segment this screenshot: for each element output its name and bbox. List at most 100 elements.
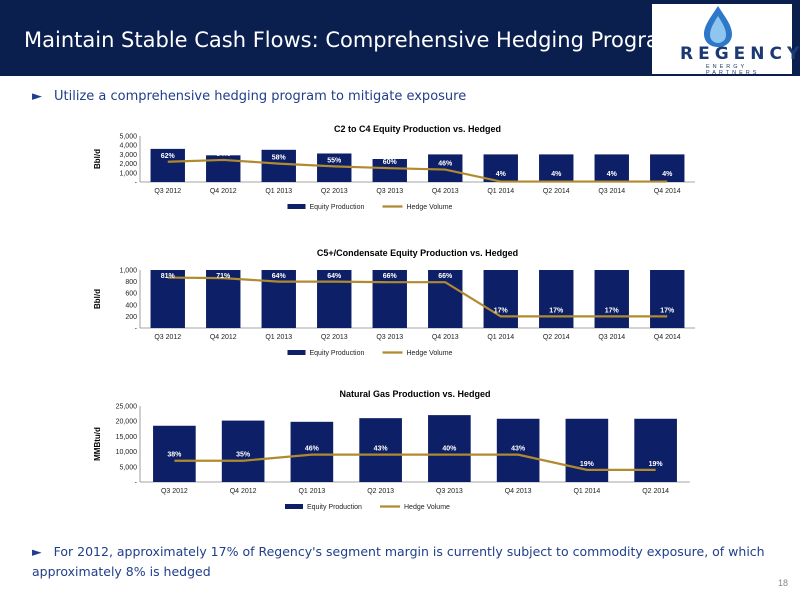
equity-production-bar (150, 148, 185, 182)
data-label: 4% (496, 171, 507, 178)
equity-production-bar (372, 159, 407, 182)
y-tick-label: 4,000 (119, 143, 137, 150)
x-tick-label: Q2 2014 (543, 334, 570, 341)
data-label: 43% (511, 446, 526, 453)
equity-production-bar (428, 270, 463, 328)
x-tick-label: Q2 2014 (642, 488, 669, 495)
legend-swatch-equity (287, 350, 306, 355)
bullet-2: ► For 2012, approximately 17% of Regency'… (32, 542, 772, 582)
x-tick-label: Q2 2013 (321, 188, 348, 195)
legend-label-equity: Equity Production (310, 204, 365, 211)
data-label: 55% (327, 157, 342, 164)
y-axis-label: MMBtu/d (93, 427, 102, 461)
y-axis-label: Bbl/d (93, 289, 102, 309)
page-number: 18 (777, 578, 788, 588)
x-tick-label: Q4 2013 (505, 488, 532, 495)
header-bar: Maintain Stable Cash Flows: Comprehensiv… (0, 0, 800, 76)
x-tick-label: Q3 2012 (154, 188, 181, 195)
equity-production-bar (594, 270, 629, 328)
data-label: 46% (438, 161, 453, 168)
y-tick-label: 3,000 (119, 152, 137, 159)
data-label: 46% (305, 446, 320, 453)
legend-label-hedge: Hedge Volume (407, 350, 453, 357)
bullet-1-text: Utilize a comprehensive hedging program … (54, 89, 467, 104)
x-tick-label: Q3 2012 (154, 334, 181, 341)
hedge-volume-line (167, 158, 668, 183)
x-tick-label: Q3 2014 (598, 334, 625, 341)
x-tick-label: Q2 2014 (543, 188, 570, 195)
legend-label-hedge: Hedge Volume (404, 504, 450, 511)
data-label: 71% (216, 273, 231, 280)
c2-c4-chart: C2 to C4 Equity Production vs. Hedged Bbl… (93, 124, 695, 211)
data-label: 35% (236, 452, 251, 459)
flame-drop-icon (704, 6, 732, 47)
chart-title: C2 to C4 Equity Production vs. Hedged (334, 124, 501, 134)
equity-production-bar (483, 154, 518, 182)
equity-production-bar (539, 270, 574, 328)
data-label: 4% (551, 171, 562, 178)
equity-production-bar (150, 270, 185, 328)
equity-production-bar (372, 270, 407, 328)
equity-production-bar (261, 149, 296, 182)
x-tick-label: Q4 2013 (432, 334, 459, 341)
hedge-volume-line (174, 453, 656, 471)
x-tick-label: Q3 2014 (598, 188, 625, 195)
equity-production-bar (594, 154, 629, 182)
y-tick-label: 1,000 (119, 268, 137, 275)
chart-title: Natural Gas Production vs. Hedged (339, 389, 490, 399)
x-tick-label: Q2 2013 (367, 488, 394, 495)
y-tick-label: 200 (125, 314, 137, 321)
legend-label-equity: Equity Production (310, 350, 365, 357)
data-label: 66% (438, 273, 453, 280)
x-tick-label: Q3 2012 (161, 488, 188, 495)
data-label: 66% (383, 273, 398, 280)
bullet-2-text: For 2012, approximately 17% of Regency's… (32, 544, 765, 579)
logo-wordmark: REGENCY (680, 44, 800, 64)
x-tick-label: Q4 2014 (654, 188, 681, 195)
legend-label-equity: Equity Production (307, 504, 362, 511)
x-tick-label: Q1 2014 (487, 334, 514, 341)
y-axis-label: Bbl/d (93, 149, 102, 169)
y-tick-label: 1,000 (119, 170, 137, 177)
y-tick-label: 5,000 (119, 464, 137, 471)
data-label: 64% (272, 273, 287, 280)
data-label: 84% (216, 151, 231, 158)
legend-swatch-equity (287, 204, 306, 209)
chart-title: C5+/Condensate Equity Production vs. Hed… (317, 248, 518, 258)
x-tick-label: Q2 2013 (321, 334, 348, 341)
equity-production-bar (650, 154, 685, 182)
data-label: 81% (161, 273, 176, 280)
y-tick-label: - (135, 180, 138, 187)
x-tick-label: Q1 2014 (573, 488, 600, 495)
data-label: 19% (649, 461, 664, 468)
equity-production-bar (539, 154, 574, 182)
x-tick-label: Q3 2013 (436, 488, 463, 495)
x-tick-label: Q4 2013 (432, 188, 459, 195)
data-label: 4% (662, 171, 673, 178)
hedge-volume-line (167, 276, 668, 318)
y-tick-label: 20,000 (116, 419, 138, 426)
x-tick-label: Q3 2013 (376, 334, 403, 341)
equity-production-bar (634, 418, 677, 482)
x-tick-label: Q4 2012 (230, 488, 257, 495)
y-tick-label: 2,000 (119, 161, 137, 168)
page-title: Maintain Stable Cash Flows: Comprehensiv… (24, 28, 680, 52)
data-label: 38% (167, 452, 182, 459)
data-label: 17% (494, 307, 509, 314)
y-tick-label: 800 (125, 279, 137, 286)
arrow-bullet-icon: ► (32, 544, 42, 559)
y-tick-label: - (135, 480, 138, 487)
data-label: 4% (607, 171, 618, 178)
natural-gas-chart: Natural Gas Production vs. Hedged MMBtu/d… (93, 389, 690, 511)
legend-label-hedge: Hedge Volume (407, 204, 453, 211)
legend-swatch-equity (285, 504, 303, 509)
x-tick-label: Q4 2014 (654, 334, 681, 341)
y-tick-label: 5,000 (119, 134, 137, 141)
arrow-bullet-icon: ► (32, 89, 42, 104)
equity-production-bar (153, 425, 196, 482)
logo-subtitle: ENERGY PARTNERS (706, 64, 760, 76)
y-tick-label: 10,000 (116, 449, 138, 456)
x-tick-label: Q4 2012 (210, 334, 237, 341)
x-tick-label: Q4 2012 (210, 188, 237, 195)
data-label: 19% (580, 461, 595, 468)
